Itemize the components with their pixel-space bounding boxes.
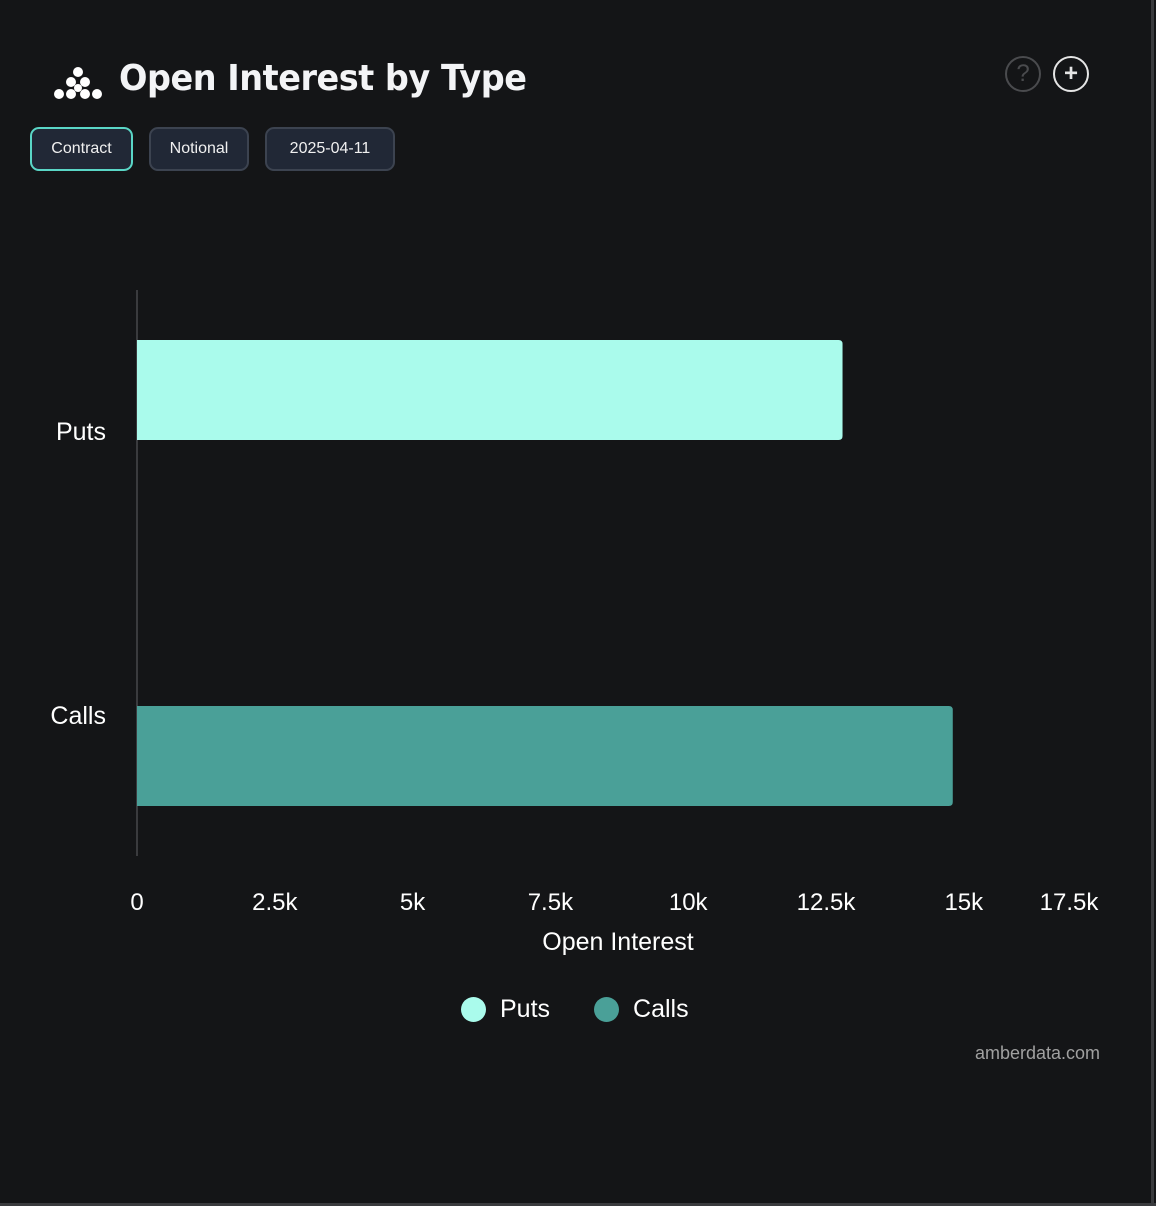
- x-tick-label: 5k: [400, 889, 426, 916]
- legend-label-calls[interactable]: Calls: [633, 995, 689, 1023]
- x-tick-label: 12.5k: [797, 889, 857, 916]
- question-icon: ?: [1016, 60, 1030, 87]
- window-border-right: [1151, 0, 1154, 1206]
- x-tick-label: 7.5k: [528, 889, 574, 916]
- legend-swatch-calls: [594, 997, 620, 1022]
- x-tick-label: 0: [130, 889, 143, 916]
- help-button[interactable]: ?: [1005, 56, 1041, 92]
- plus-icon: +: [1063, 60, 1078, 87]
- x-tick-label: 15k: [944, 889, 984, 916]
- x-tick-label: 10k: [669, 889, 709, 916]
- x-tick-label: 2.5k: [252, 889, 298, 916]
- y-tick-label-calls: Calls: [50, 702, 106, 730]
- bar-puts[interactable]: [137, 340, 843, 440]
- legend-swatch-puts: [461, 997, 486, 1022]
- legend: Puts Calls: [461, 995, 689, 1024]
- amberdata-logo-icon: [54, 67, 102, 99]
- x-tick-label: 17.5k: [1040, 889, 1100, 916]
- x-axis-label: Open Interest: [542, 928, 694, 956]
- bar-calls[interactable]: [137, 706, 953, 806]
- y-tick-label-puts: Puts: [56, 418, 106, 446]
- credit-link[interactable]: amberdata.com: [974, 1043, 1100, 1063]
- date-picker-button[interactable]: 2025-04-11: [265, 127, 395, 171]
- notional-toggle-button[interactable]: Notional: [149, 127, 249, 171]
- legend-label-puts[interactable]: Puts: [500, 995, 551, 1023]
- page-title: Open Interest by Type: [119, 58, 527, 99]
- add-button[interactable]: +: [1053, 56, 1089, 92]
- window-border-bottom: [0, 1203, 1156, 1206]
- contract-toggle-button[interactable]: Contract: [30, 127, 133, 171]
